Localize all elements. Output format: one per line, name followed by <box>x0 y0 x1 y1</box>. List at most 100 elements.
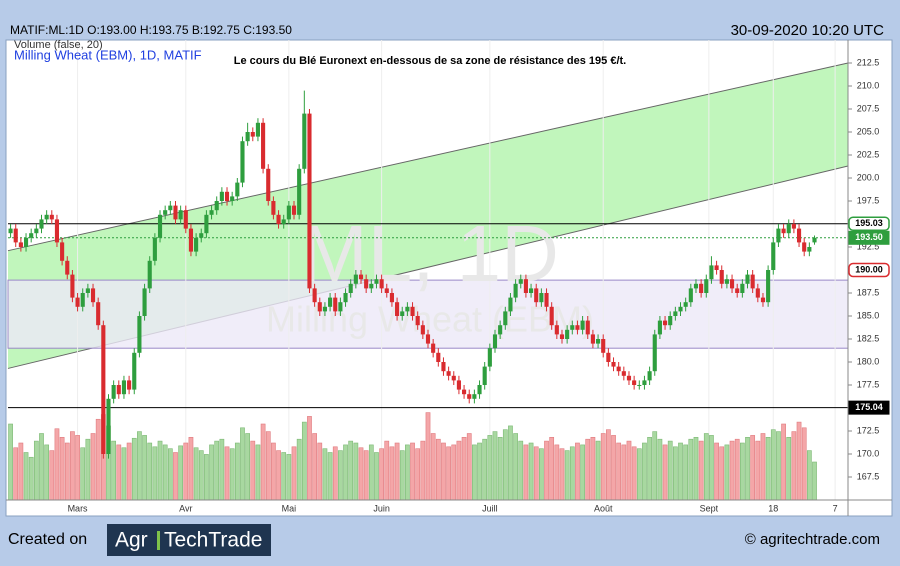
volume-bar <box>611 435 616 501</box>
candle-body <box>518 279 523 284</box>
candle-body <box>565 329 570 339</box>
volume-bar <box>549 436 555 501</box>
candle-body <box>389 293 394 303</box>
x-tick-label: Mars <box>68 503 88 513</box>
volume-bar <box>358 447 364 501</box>
volume-bar <box>410 442 415 501</box>
candle-body <box>771 242 776 270</box>
candle-body <box>266 168 271 201</box>
volume-bar <box>18 442 24 501</box>
candle-body <box>431 343 436 353</box>
volume-bar <box>327 452 333 501</box>
volume-label: Volume (false, 20) <box>14 39 103 51</box>
candle-body <box>286 205 291 220</box>
candle-body <box>755 288 760 298</box>
candle-body <box>204 214 209 234</box>
volume-bar <box>636 448 642 501</box>
chart-title: Milling Wheat (EBM), 1D, MATIF <box>14 47 202 62</box>
candle-body <box>147 260 152 289</box>
candle-body <box>80 293 85 307</box>
volume-bar <box>95 418 101 501</box>
candle-body <box>776 228 781 243</box>
volume-bar <box>492 431 498 501</box>
volume-bar <box>224 446 230 501</box>
candle-body <box>29 233 34 238</box>
candle-body <box>642 380 647 385</box>
volume-bar <box>214 440 220 501</box>
volume-bar <box>296 438 302 501</box>
candle-body <box>539 293 544 303</box>
candle-body <box>90 288 96 303</box>
candle-body <box>395 302 400 316</box>
volume-bar <box>781 423 786 501</box>
candle-body <box>472 394 477 399</box>
volume-bar <box>734 438 740 501</box>
volume-bar <box>240 427 245 501</box>
candle-body <box>704 279 709 293</box>
volume-bar <box>523 444 529 501</box>
timestamp: 30-09-2020 10:20 UTC <box>731 22 885 39</box>
footer-left: Created on <box>8 531 87 548</box>
candle-body <box>616 366 621 372</box>
x-tick-label: Juill <box>482 503 498 513</box>
y-tick-label: 182.5 <box>857 333 880 343</box>
candle-body <box>338 302 343 312</box>
volume-bar <box>590 436 596 501</box>
volume-bar <box>405 444 410 501</box>
candle-body <box>348 283 353 293</box>
volume-bar <box>389 446 395 501</box>
candle-body <box>523 279 528 293</box>
volume-bar <box>806 450 812 501</box>
candle-body <box>446 371 451 376</box>
candle-body <box>585 320 590 335</box>
volume-bar <box>544 440 549 501</box>
volume-bar <box>698 440 704 501</box>
candle-body <box>791 224 796 229</box>
candle-body <box>400 311 405 316</box>
level-label: 195.03 <box>855 218 883 228</box>
candle-body <box>420 325 425 335</box>
volume-bar <box>183 442 189 501</box>
volume-bar <box>307 416 312 501</box>
candle-body <box>157 214 163 238</box>
logo-text-b: TechTrade <box>164 529 262 552</box>
volume-bar <box>626 440 632 501</box>
volume-bar <box>441 442 446 501</box>
candle-body <box>760 297 766 303</box>
y-tick-label: 212.5 <box>857 57 880 67</box>
candle-body <box>802 242 807 252</box>
candle-body <box>549 306 554 326</box>
candle-body <box>255 122 260 137</box>
volume-bar <box>786 436 792 501</box>
candle-body <box>168 205 173 211</box>
ohlc-header: MATIF:ML:1D O:193.00 H:193.75 B:192.75 C… <box>10 23 292 37</box>
volume-bar <box>399 450 405 501</box>
candle-body <box>106 398 111 454</box>
candle-body <box>369 283 374 289</box>
volume-bar <box>260 423 266 501</box>
volume-bar <box>451 444 457 501</box>
candle-body <box>379 279 384 289</box>
volume-bar <box>131 437 137 501</box>
candle-body <box>462 389 467 395</box>
volume-bar <box>265 431 271 501</box>
volume-bar <box>415 448 421 501</box>
volume-bar <box>673 446 678 501</box>
candle-body <box>415 316 420 326</box>
candle-body <box>467 394 472 399</box>
candle-body <box>224 191 230 201</box>
candle-body <box>662 320 668 326</box>
volume-bar <box>621 444 627 501</box>
x-tick-label: Juin <box>373 503 390 513</box>
volume-bar <box>44 444 50 501</box>
volume-bar <box>729 440 735 501</box>
candle-body <box>678 306 683 312</box>
y-tick-label: 192.5 <box>857 241 880 251</box>
volume-bar <box>198 450 204 501</box>
candle-body <box>590 334 595 344</box>
candle-body <box>116 385 121 395</box>
candle-body <box>328 297 333 307</box>
candle-body <box>178 210 183 220</box>
volume-bar <box>276 450 281 501</box>
candle-body <box>39 219 44 229</box>
